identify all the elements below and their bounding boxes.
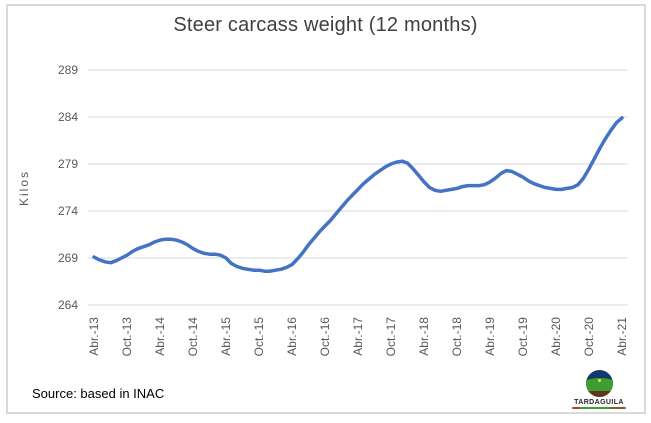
logo-ground-shape — [585, 391, 613, 397]
x-tick-label: Oct.-15 — [252, 317, 266, 357]
x-tick-label: Abr.-15 — [219, 317, 233, 356]
x-tick-label: Abr.-20 — [549, 317, 563, 356]
x-tick-label: Oct.-14 — [186, 317, 200, 357]
x-tick-label: Abr.-19 — [483, 317, 497, 356]
x-tick-label: Abr.-13 — [87, 317, 101, 356]
chart-card-border — [6, 4, 646, 414]
chart-title: Steer carcass weight (12 months) — [173, 14, 478, 36]
logo-wordmark: TARDAGUILA — [574, 399, 624, 406]
logo-swoosh — [572, 407, 626, 409]
source-note: Source: based in INAC — [32, 386, 165, 401]
x-tick-label: Oct.-19 — [516, 317, 530, 357]
y-tick-label: 279 — [58, 157, 78, 171]
globe-logo-icon — [585, 370, 613, 397]
x-tick-label: Abr.-14 — [153, 317, 167, 356]
x-tick-label: Oct.-13 — [120, 317, 134, 357]
tardaguila-logo: TARDAGUILA — [567, 370, 631, 409]
x-tick-label: Abr.-17 — [351, 317, 365, 356]
logo-sun-dot — [597, 379, 601, 382]
x-tick-label: Oct.-20 — [582, 317, 596, 357]
x-tick-label: Abr.-18 — [417, 317, 431, 356]
y-tick-label: 274 — [58, 204, 78, 218]
series-line-steer-carcass-weight — [92, 116, 624, 273]
x-tick-label: Abr.-16 — [285, 317, 299, 356]
x-tick-label: Oct.-16 — [318, 317, 332, 357]
logo-hill-shape — [585, 378, 613, 394]
y-tick-label: 269 — [58, 251, 78, 265]
x-tick-label: Oct.-18 — [450, 317, 464, 357]
y-tick-label: 284 — [58, 110, 78, 124]
x-tick-label: Oct.-17 — [384, 317, 398, 357]
y-tick-label: 264 — [58, 298, 78, 312]
y-tick-label: 289 — [58, 63, 78, 77]
x-tick-label: Abr.-21 — [615, 317, 629, 356]
